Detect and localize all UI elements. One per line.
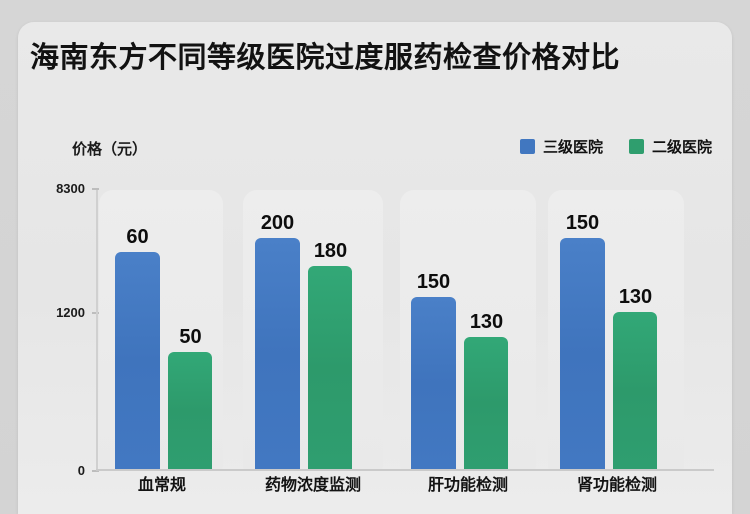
bar-value-secondary-1: 50 (179, 326, 202, 348)
bar-tertiary-4[interactable] (560, 238, 605, 469)
chart-title: 海南东方不同等级医院过度服药检查价格对比 (30, 42, 621, 74)
y-tick-mark-1200 (92, 312, 99, 314)
bar-secondary-4[interactable] (613, 312, 657, 469)
legend-swatch-blue (519, 139, 535, 154)
legend-label-tertiary-hospital: 三级医院 (542, 139, 603, 156)
y-tick-label-8300: 8300 (56, 181, 85, 196)
y-tick-label-0: 0 (77, 463, 85, 478)
y-axis-label: 价格（元） (72, 141, 148, 158)
legend-label-secondary-hospital: 二级医院 (651, 139, 712, 156)
category-label-2: 药物浓度监测 (264, 477, 361, 494)
plot-area: 8300 1200 0 60 50 血常规 200 180 药物浓度监测 150… (56, 181, 714, 494)
y-tick-mark-8300 (92, 188, 99, 190)
bar-secondary-2[interactable] (308, 266, 352, 469)
bar-value-tertiary-3: 150 (416, 271, 451, 293)
category-label-3: 肝功能检测 (427, 477, 508, 494)
category-label-4: 肾功能检测 (576, 477, 657, 494)
bar-value-secondary-4: 130 (618, 286, 653, 308)
bar-secondary-1[interactable] (168, 352, 212, 469)
bar-value-secondary-2: 180 (313, 240, 348, 262)
category-label-1: 血常规 (137, 477, 186, 494)
y-axis-line (96, 190, 98, 471)
x-axis-line (96, 469, 714, 471)
bar-tertiary-2[interactable] (255, 238, 300, 469)
bar-tertiary-1[interactable] (115, 252, 160, 469)
legend-item-secondary-hospital[interactable]: 二级医院 (628, 136, 712, 157)
chart-legend: 三级医院 二级医院 (519, 136, 712, 157)
bar-value-secondary-3: 130 (469, 311, 504, 333)
bar-tertiary-3[interactable] (411, 297, 456, 469)
y-tick-mark-0 (92, 470, 99, 472)
legend-swatch-green (628, 139, 644, 154)
bar-value-tertiary-2: 200 (260, 212, 295, 234)
y-tick-label-1200: 1200 (56, 305, 85, 320)
bar-value-tertiary-1: 60 (126, 226, 149, 248)
bar-secondary-3[interactable] (464, 337, 508, 469)
legend-item-tertiary-hospital[interactable]: 三级医院 (519, 136, 603, 157)
bar-value-tertiary-4: 150 (565, 212, 600, 234)
